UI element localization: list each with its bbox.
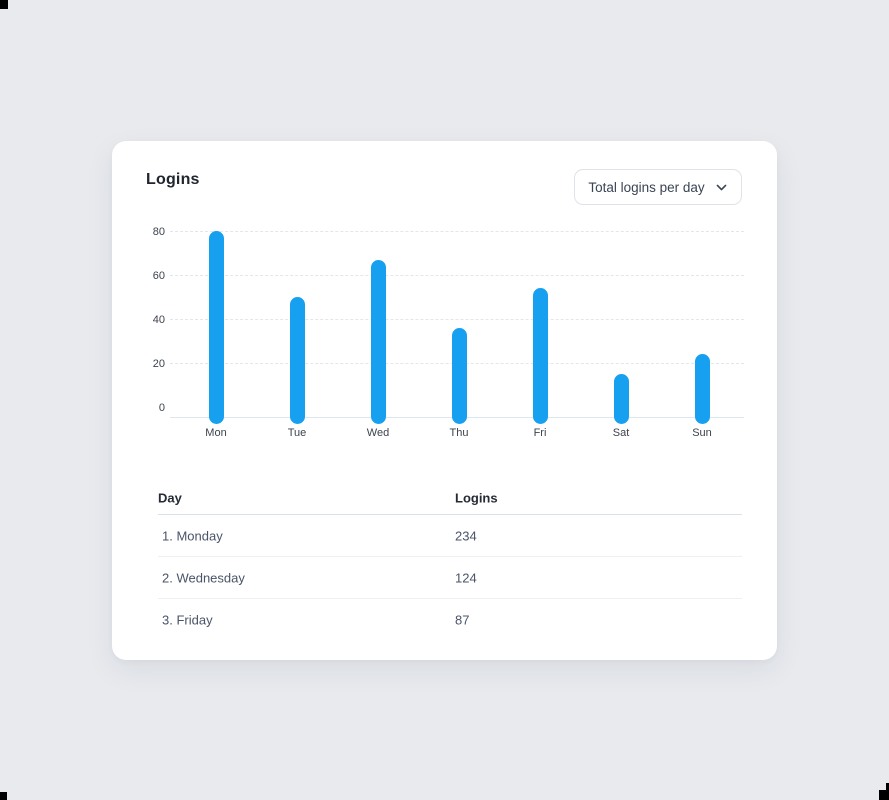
column-header-day: Day (158, 490, 182, 505)
card-title: Logins (146, 171, 200, 188)
screen-corner-artifact (886, 783, 889, 792)
x-axis-label-wed: Wed (366, 427, 390, 439)
table-row: 1. Monday 234 (158, 515, 742, 557)
dropdown-selected-value: Total logins per day (588, 179, 705, 195)
top-days-table: Day Logins 1. Monday 234 2. Wednesday 124 3.… (158, 481, 742, 640)
table-body: 1. Monday 234 2. Wednesday 124 3. Friday 87 (158, 515, 742, 640)
gridline-40 (170, 319, 744, 320)
x-axis-label-thu: Thu (449, 427, 469, 439)
table-row: 2. Wednesday 124 (158, 557, 742, 599)
bar-sat[interactable] (613, 374, 629, 424)
column-header-logins: Logins (455, 490, 498, 505)
bar-thu[interactable] (451, 327, 467, 424)
logins-cell: 87 (455, 612, 470, 627)
gridline-60 (170, 275, 744, 276)
metric-dropdown[interactable]: Total logins per day (574, 169, 742, 205)
bar-tue[interactable] (289, 297, 305, 424)
x-axis-label-tue: Tue (287, 427, 307, 439)
bar-fri[interactable] (532, 288, 548, 424)
x-axis-label-mon: Mon (205, 427, 227, 439)
bar-wed[interactable] (370, 259, 386, 424)
logins-cell: 234 (455, 528, 477, 543)
bar-mon[interactable] (208, 231, 224, 424)
day-cell: 3. Friday (162, 612, 213, 627)
y-axis-tick-label: 60 (152, 270, 165, 282)
y-axis-tick-label: 80 (152, 226, 165, 238)
table-row: 3. Friday 87 (158, 599, 742, 640)
day-cell: 1. Monday (162, 528, 223, 543)
screen-corner-artifact (0, 0, 8, 9)
bar-sun[interactable] (694, 354, 710, 424)
x-axis-label-sat: Sat (612, 427, 630, 439)
y-axis-tick-label: 20 (152, 358, 165, 370)
y-axis-tick-label: 0 (158, 402, 165, 414)
y-axis-tick-label: 40 (152, 314, 165, 326)
logins-cell: 124 (455, 570, 477, 585)
x-axis-label-sun: Sun (692, 427, 712, 439)
table-header-row: Day Logins (158, 481, 742, 515)
screen-corner-artifact (879, 790, 889, 800)
x-axis-label-fri: Fri (533, 427, 547, 439)
logins-card: Logins Total logins per day 0 20 40 60 80 Mon… (112, 141, 777, 660)
day-cell: 2. Wednesday (162, 570, 245, 585)
chevron-down-icon (715, 181, 728, 194)
screen-corner-artifact (0, 792, 7, 800)
gridline-80 (170, 231, 744, 232)
